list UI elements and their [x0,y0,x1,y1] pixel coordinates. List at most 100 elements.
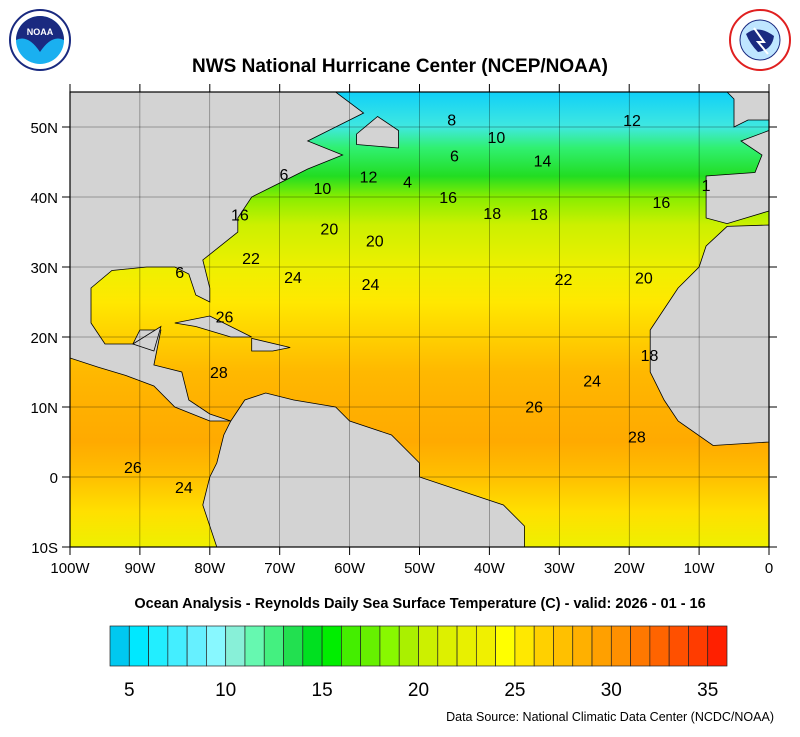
contour-label: 26 [124,460,142,477]
lon-tick-label: 70W [264,560,296,577]
contour-label: 6 [175,265,184,282]
sst-map: 100W 90W 80W 70W 60W 50W 40W 30W 20W 10W 0 50N 40N 30… [30,84,777,577]
contour-label: 18 [530,207,548,224]
lon-tick-label: 20W [614,560,646,577]
colorbar-tick-label: 20 [408,680,429,701]
colorbar-bin [360,625,381,667]
lon-tick-label: 50W [404,560,436,577]
contour-label: 14 [534,154,552,171]
contour-label: 28 [210,365,228,382]
colorbar-bin [591,625,612,667]
contour-label: 24 [362,277,380,294]
contour-label: 1 [702,178,711,195]
lat-tick-label: 30N [30,260,58,277]
svg-text:NOAA: NOAA [27,27,54,37]
contour-label: 6 [450,149,459,166]
colorbar-bin [533,625,554,667]
contour-label: 28 [628,429,646,446]
contour-label: 20 [635,271,653,288]
lat-tick-label: 20N [30,330,58,347]
lon-tick-label: 0 [765,560,773,577]
contour-label: 12 [623,113,641,130]
contour-label: 16 [439,190,457,207]
colorbar-bin [495,625,516,667]
colorbar-bin [553,625,574,667]
lat-tick-label: 10N [30,400,58,417]
lon-tick-label: 10W [684,560,716,577]
contour-label: 24 [284,270,302,287]
contour-label: 18 [641,348,659,365]
contour-label: 6 [279,167,288,184]
colorbar-tick-label: 30 [601,680,622,701]
contour-label: 10 [487,130,505,147]
colorbar-bin [186,625,207,667]
colorbar-bin [630,625,651,667]
colorbar-bin [379,625,400,667]
contour-label: 22 [242,251,260,268]
colorbar-bin [128,625,149,667]
contour-label: 26 [525,399,543,416]
contour-label: 16 [652,195,670,212]
lon-tick-label: 90W [124,560,156,577]
colorbar-bin [341,625,362,667]
colorbar-bin [206,625,227,667]
colorbar-bin [514,625,535,667]
colorbar-bin [649,625,670,667]
colorbar-bin [283,625,304,667]
colorbar-bin [302,625,323,667]
colorbar-bin [148,625,169,667]
colorbar-tick-label: 5 [124,680,135,701]
noaa-logo: NOAA [9,9,71,71]
contour-label: 16 [231,208,249,225]
colorbar-bin [688,625,709,667]
lon-tick-label: 40W [474,560,506,577]
contour-label: 26 [216,310,234,327]
contour-label: 22 [555,272,573,289]
colorbar-bin [572,625,593,667]
land-africa [649,224,770,446]
nws-logo [729,9,791,71]
contour-label: 20 [366,233,384,250]
colorbar-bin [263,625,284,667]
colorbar-bin [167,625,188,667]
contour-label: 12 [360,170,378,187]
lon-tick-label: 60W [334,560,366,577]
contour-label: 10 [313,181,331,198]
map-frame [69,91,770,548]
colorbar-bin [475,625,496,667]
colorbar-bin [109,625,130,667]
colorbar: 5 10 15 20 25 30 35 [109,625,728,701]
contour-label: 18 [483,206,501,223]
lat-tick-label: 0 [50,470,58,487]
lat-tick-label: 50N [30,120,58,137]
contour-label: 24 [175,480,193,497]
colorbar-tick-label: 35 [697,680,718,701]
lat-tick-label: 10S [31,540,58,557]
colorbar-tick-label: 25 [504,680,525,701]
contour-label: 4 [403,175,412,192]
colorbar-bin [437,625,458,667]
colorbar-bin [668,625,689,667]
colorbar-bin [707,625,728,667]
colorbar-bin [456,625,477,667]
colorbar-bin [244,625,265,667]
contour-label: 8 [447,112,456,129]
colorbar-bin [321,625,342,667]
contour-label: 20 [320,222,338,239]
lon-tick-label: 30W [544,560,576,577]
data-source: Data Source: National Climatic Data Cent… [446,710,774,724]
chart-title: NWS National Hurricane Center (NCEP/NOAA… [192,56,608,77]
map-subtitle: Ocean Analysis - Reynolds Daily Sea Surf… [134,596,706,612]
lon-tick-label: 80W [194,560,226,577]
colorbar-bin [610,625,631,667]
contour-label: 24 [583,373,601,390]
lon-tick-label: 100W [50,560,90,577]
colorbar-bin [418,625,439,667]
colorbar-tick-label: 10 [215,680,236,701]
land-newfoundland [356,116,399,149]
colorbar-tick-label: 15 [312,680,333,701]
colorbar-bin [225,625,246,667]
lat-tick-label: 40N [30,190,58,207]
land-hispaniola [251,337,291,352]
land-iberia-france [705,129,770,225]
